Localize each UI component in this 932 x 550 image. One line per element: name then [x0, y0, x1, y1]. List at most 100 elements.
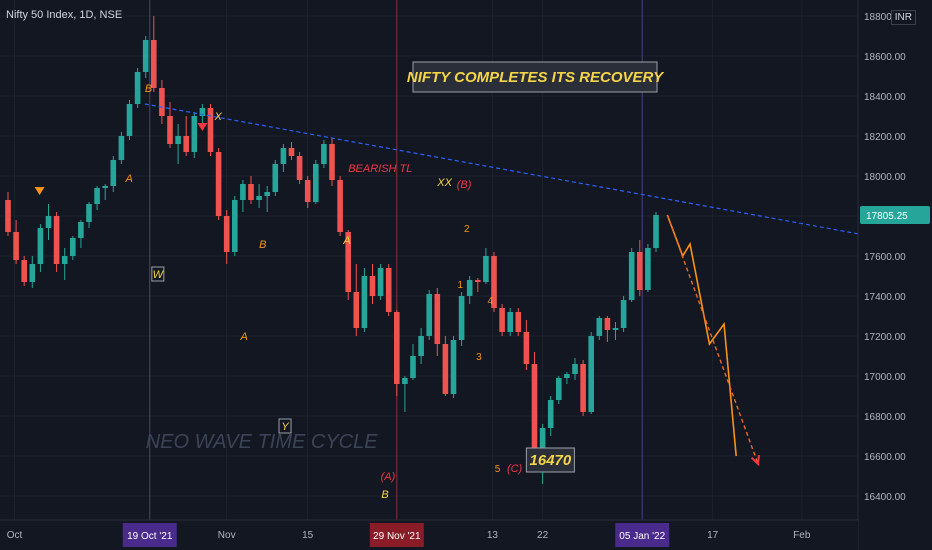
candle: [191, 116, 198, 152]
highlighted-date-label: 29 Nov '21: [373, 531, 421, 542]
candle: [588, 336, 594, 412]
candle: [531, 364, 538, 464]
candle: [5, 200, 11, 232]
wave-label: A: [342, 235, 350, 247]
x-tick-label: 22: [537, 530, 549, 541]
candle: [645, 248, 651, 290]
y-tick-label: 17400.00: [864, 292, 906, 303]
candle: [13, 232, 19, 260]
candle: [102, 186, 108, 188]
title-box: [412, 61, 658, 93]
candle: [556, 378, 562, 400]
wave-label: (A): [381, 471, 396, 483]
wave-label: XX: [436, 177, 452, 189]
candle: [78, 222, 84, 238]
candle: [248, 184, 254, 200]
currency-badge[interactable]: INR: [890, 10, 916, 25]
y-axis-panel: [858, 0, 932, 550]
candle: [564, 374, 570, 378]
wave-label: 4: [488, 296, 494, 307]
candle: [523, 332, 530, 364]
candle: [329, 144, 335, 180]
candle: [491, 256, 497, 308]
wave-label: BEARISH TL: [348, 163, 412, 175]
wave-label: W: [153, 269, 165, 281]
candle: [385, 268, 392, 312]
y-tick-label: 16600.00: [864, 452, 906, 463]
candle: [604, 318, 611, 330]
wave-label: 1: [458, 280, 464, 291]
target-value: 16470: [530, 452, 572, 469]
wave-label: X: [214, 111, 223, 123]
triangle-marker: [197, 123, 208, 131]
bearish-trendline: [144, 103, 932, 248]
candle: [264, 192, 270, 196]
candle: [94, 188, 100, 204]
x-tick-label: 15: [302, 530, 314, 541]
x-tick-label: Feb: [793, 530, 811, 541]
highlighted-date-label: 19 Oct '21: [127, 531, 173, 542]
candle: [637, 252, 643, 290]
chart-title: NIFTY COMPLETES ITS RECOVERY: [407, 69, 665, 86]
candle: [110, 160, 117, 186]
candle: [304, 180, 311, 202]
highlighted-date-box: [615, 523, 670, 547]
candle: [232, 200, 238, 252]
candle: [377, 268, 384, 296]
x-tick-label: Nov: [218, 530, 236, 541]
y-tick-label: 17000.00: [864, 372, 906, 383]
candle: [507, 312, 513, 332]
triangle-marker: [34, 187, 45, 195]
y-tick-label: 18600.00: [864, 52, 906, 63]
candle: [653, 215, 659, 248]
candle: [134, 72, 141, 104]
candle: [580, 364, 586, 412]
candle: [70, 238, 76, 256]
x-tick-label: 17: [707, 530, 719, 541]
candle: [418, 336, 424, 356]
y-tick-label: 18400.00: [864, 92, 906, 103]
wave-label: A: [239, 331, 247, 343]
target-box: [525, 447, 575, 473]
candle: [515, 312, 522, 332]
x-tick-label: 13: [487, 530, 499, 541]
wave-label: (B): [457, 179, 472, 191]
candle: [369, 276, 376, 296]
candle: [620, 300, 627, 328]
highlighted-date-label: 05 Jan '22: [619, 531, 665, 542]
candle: [29, 264, 36, 282]
y-tick-label: 18800.00: [864, 12, 906, 23]
candle: [402, 378, 408, 384]
candle: [458, 296, 465, 340]
wave-label: 3: [476, 352, 482, 363]
candle: [547, 400, 554, 428]
candle: [183, 136, 189, 152]
y-tick-label: 16400.00: [864, 492, 906, 503]
candle: [288, 148, 295, 156]
last-price-label: 17805.25: [866, 211, 908, 222]
candle: [118, 136, 125, 160]
wave-label: B: [259, 239, 266, 251]
candle: [86, 204, 92, 222]
y-tick-label: 17600.00: [864, 252, 906, 263]
candle: [345, 232, 351, 292]
projection-arrow-head: [750, 454, 760, 467]
y-tick-label: 17200.00: [864, 332, 906, 343]
wave-label: B: [381, 489, 388, 501]
x-tick-label: Oct: [7, 530, 23, 541]
candle: [151, 40, 157, 88]
wave-label: 5: [495, 464, 501, 475]
candle: [199, 108, 206, 116]
y-tick-label: 16800.00: [864, 412, 906, 423]
candle: [426, 294, 432, 336]
candle: [442, 344, 449, 394]
y-tick-label: 18000.00: [864, 172, 906, 183]
candle: [434, 294, 441, 344]
candle: [167, 116, 173, 144]
candle: [410, 356, 416, 378]
candle: [466, 280, 473, 296]
watermark-text: NEO WAVE TIME CYCLE: [146, 431, 379, 453]
candle: [61, 256, 68, 264]
candle: [215, 152, 222, 216]
